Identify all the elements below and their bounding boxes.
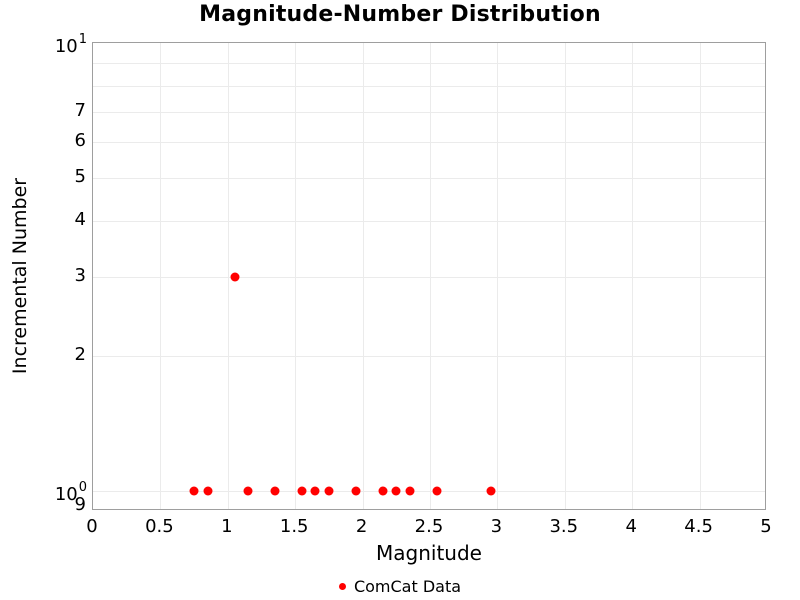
y-tick-label: 4 xyxy=(74,209,86,231)
x-tick-label: 1 xyxy=(221,516,233,537)
data-point[interactable] xyxy=(351,486,361,496)
v-gridline xyxy=(227,43,229,509)
data-point[interactable] xyxy=(203,486,213,496)
y-tick-label: 6 xyxy=(74,130,86,152)
y-tick-label: 100 xyxy=(54,479,87,505)
x-tick-label: 0 xyxy=(86,516,98,537)
h-gridline xyxy=(93,277,765,278)
v-gridline xyxy=(430,43,431,509)
x-tick-label: 3.5 xyxy=(549,516,579,537)
data-point[interactable] xyxy=(189,486,199,496)
h-gridline xyxy=(93,221,765,223)
data-point[interactable] xyxy=(486,486,496,496)
legend: ComCat Data xyxy=(0,577,800,596)
x-tick-label: 2.5 xyxy=(414,516,444,537)
data-point[interactable] xyxy=(405,486,415,496)
x-tick-label: 3 xyxy=(490,516,503,537)
y-tick-label: 2 xyxy=(74,343,86,365)
y-tick-label: 5 xyxy=(74,165,86,187)
x-axis-title: Magnitude xyxy=(376,541,482,565)
v-gridline xyxy=(632,43,634,509)
y-tick-label: 7 xyxy=(74,100,86,122)
plot-area xyxy=(92,42,766,510)
data-point[interactable] xyxy=(270,486,280,496)
x-tick-label: 0.5 xyxy=(145,516,174,537)
h-gridline xyxy=(93,490,765,492)
h-gridline xyxy=(93,63,765,65)
data-point[interactable] xyxy=(391,486,401,496)
chart-title: Magnitude-Number Distribution xyxy=(199,2,601,27)
h-gridline xyxy=(93,86,765,88)
h-gridline xyxy=(93,112,765,114)
x-tick-label: 4.5 xyxy=(684,516,713,537)
v-gridline xyxy=(160,43,162,509)
v-gridline xyxy=(564,43,566,509)
y-axis-title: Incremental Number xyxy=(9,177,31,375)
data-point[interactable] xyxy=(243,486,253,496)
legend-item[interactable]: ComCat Data xyxy=(338,577,462,596)
data-point[interactable] xyxy=(297,486,307,496)
data-point[interactable] xyxy=(324,486,334,496)
v-gridline xyxy=(699,43,701,509)
data-point[interactable] xyxy=(378,486,388,496)
x-tick-label: 1.5 xyxy=(279,516,309,537)
x-tick-label: 4 xyxy=(625,516,637,537)
y-tick-label: 101 xyxy=(54,32,87,57)
v-gridline xyxy=(497,43,499,509)
x-tick-label: 5 xyxy=(760,516,772,537)
h-gridline xyxy=(93,177,765,179)
data-point[interactable] xyxy=(310,486,320,496)
data-point[interactable] xyxy=(432,486,442,496)
v-gridline xyxy=(362,43,364,509)
h-gridline xyxy=(93,142,765,144)
y-tick-label: 3 xyxy=(74,265,86,286)
v-gridline xyxy=(295,43,297,509)
legend-marker-icon xyxy=(338,583,346,590)
x-tick-label: 2 xyxy=(355,516,368,537)
y-tick-label: 9 xyxy=(74,494,86,515)
h-gridline xyxy=(93,355,765,357)
data-point[interactable] xyxy=(230,272,240,282)
legend-label: ComCat Data xyxy=(353,577,462,596)
